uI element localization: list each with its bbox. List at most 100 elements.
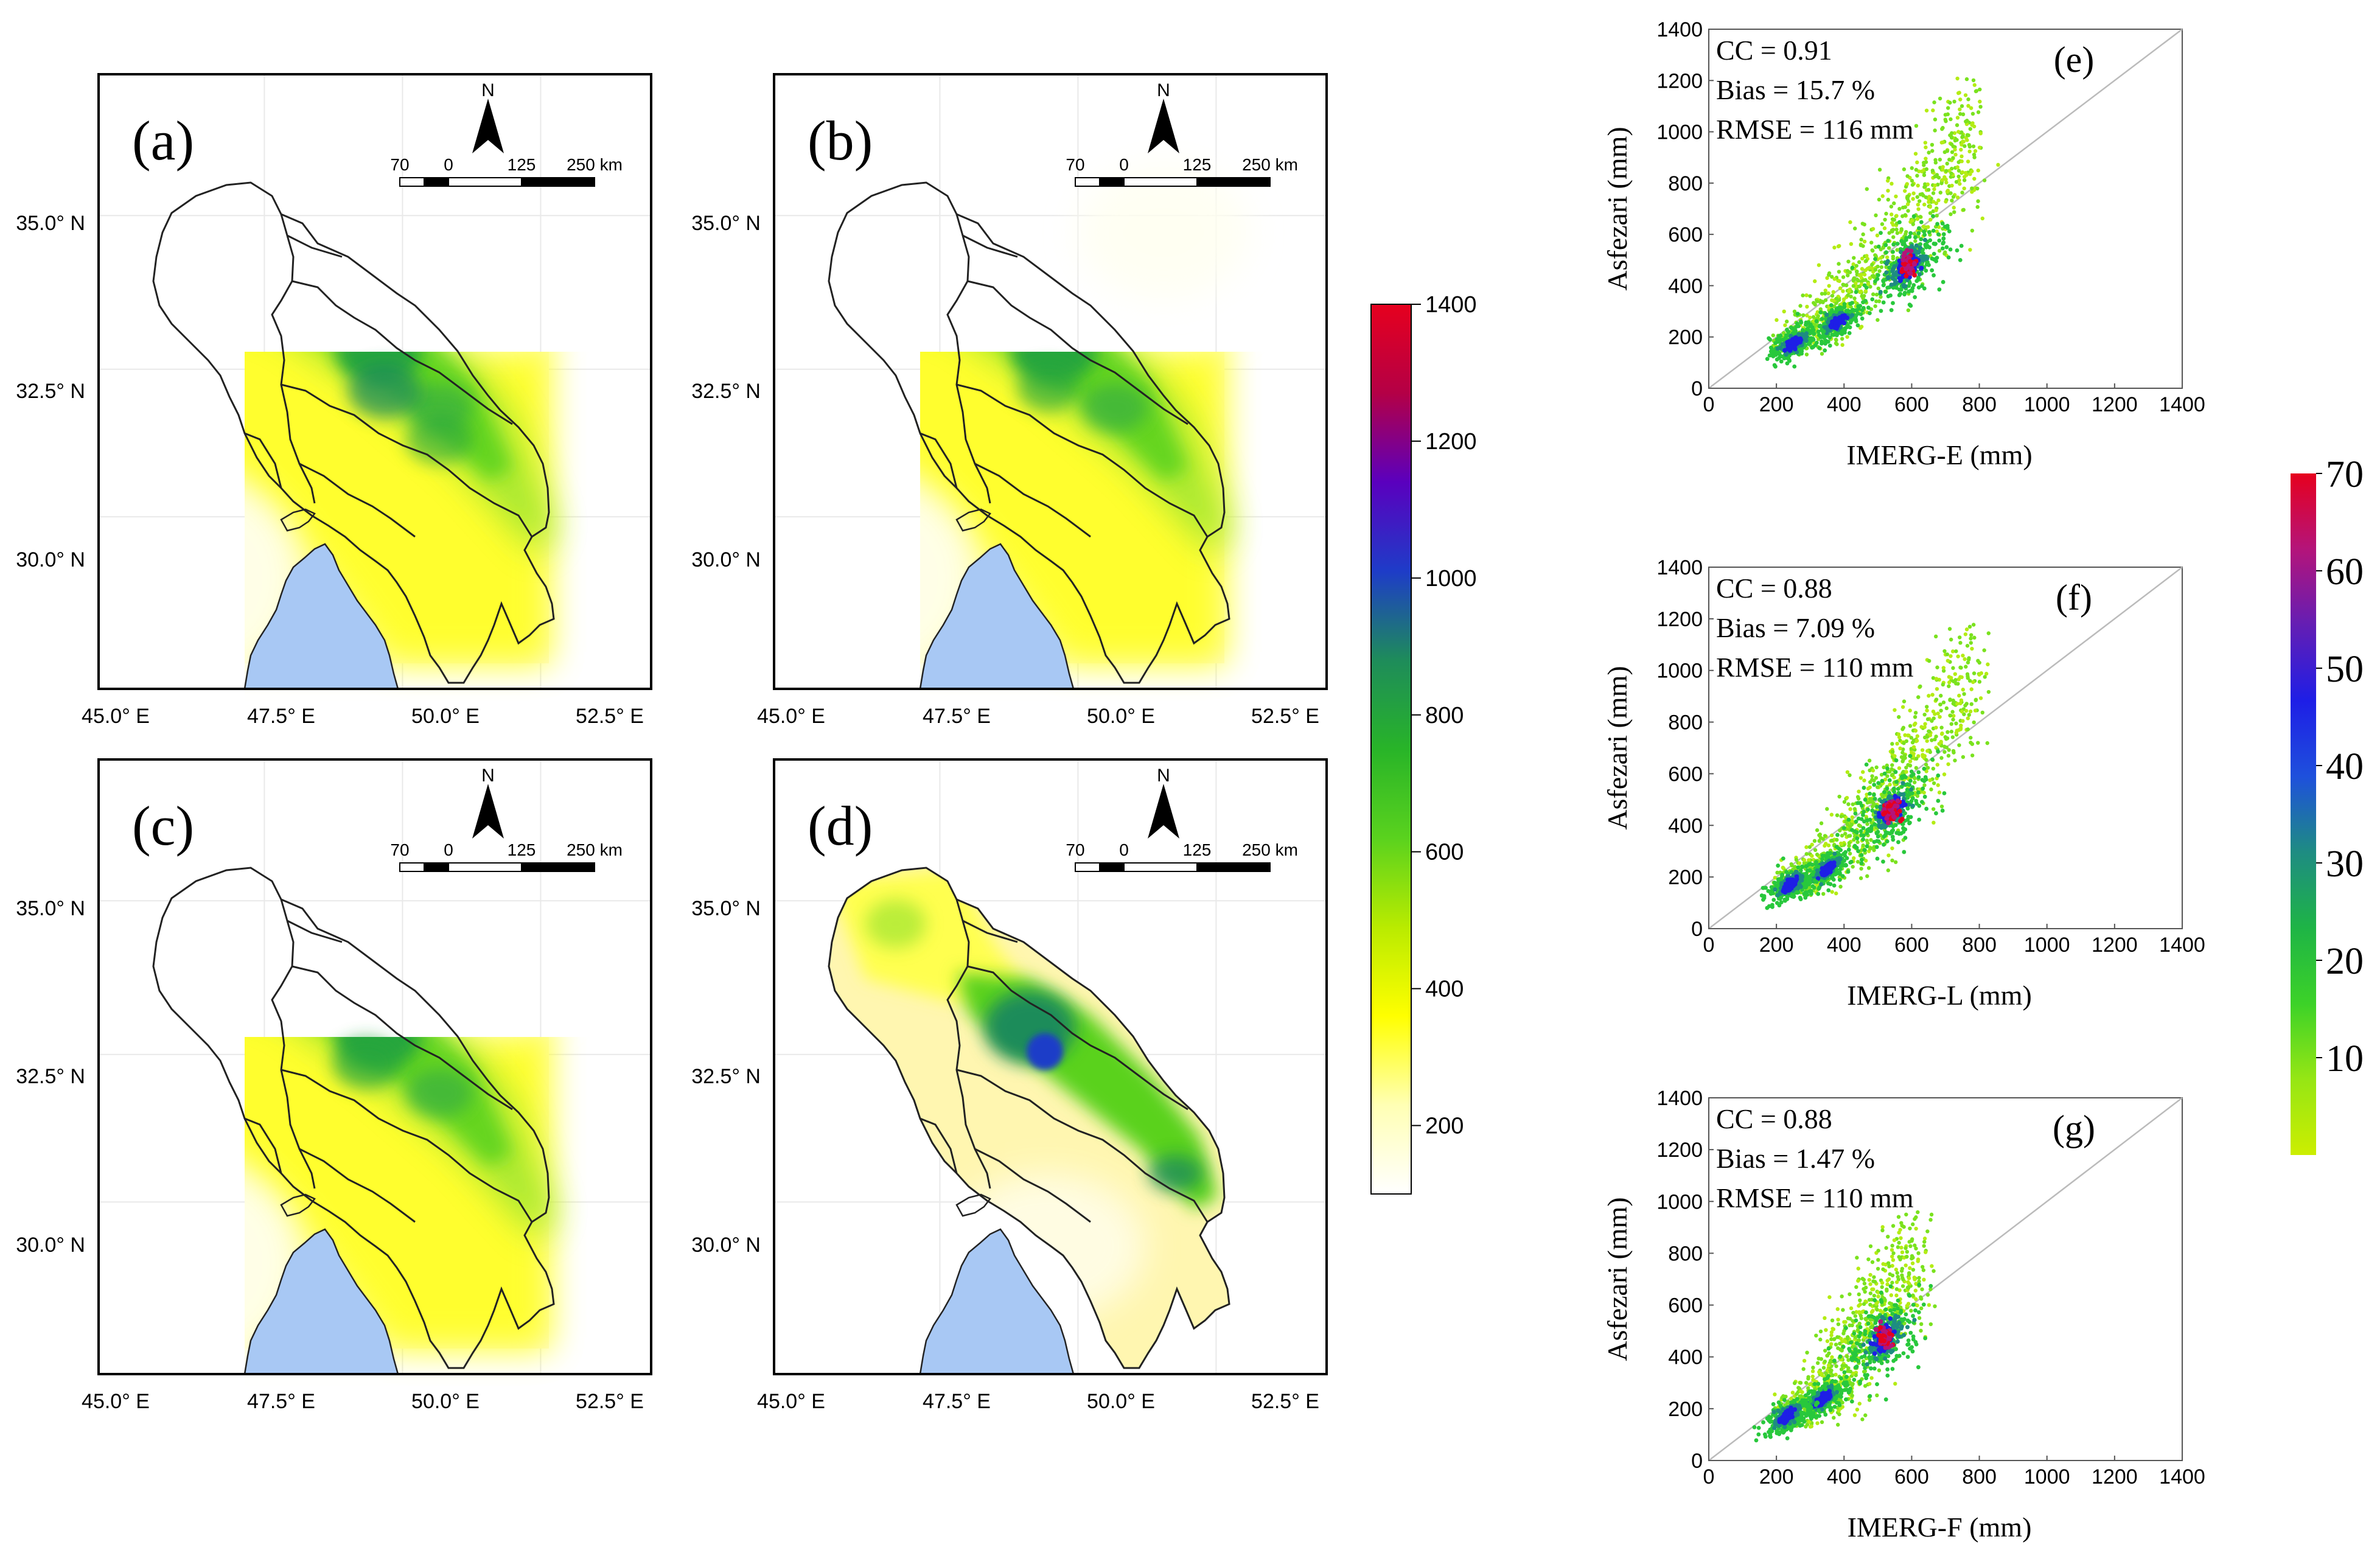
scatter-point bbox=[1837, 856, 1842, 860]
scatter-point bbox=[1972, 176, 1977, 181]
scatter-point bbox=[1879, 295, 1883, 299]
scatter-point bbox=[1830, 308, 1834, 312]
scatter-point bbox=[1882, 834, 1886, 839]
scatter-point bbox=[1914, 798, 1919, 803]
scatter-point bbox=[1826, 881, 1830, 886]
panel-label: (e) bbox=[2054, 40, 2095, 80]
scatter-point bbox=[1830, 298, 1834, 302]
scatter-point bbox=[1969, 741, 1973, 745]
scatter-point bbox=[1922, 725, 1927, 730]
scatter-point bbox=[1905, 806, 1910, 811]
scatter-point bbox=[1933, 128, 1937, 133]
colorbar-tick-label: 800 bbox=[1425, 703, 1464, 728]
sub-basin-boundary bbox=[967, 965, 1188, 1111]
scatter-point bbox=[1890, 763, 1894, 767]
scatter-point bbox=[1944, 177, 1948, 182]
scatter-point bbox=[1862, 278, 1866, 282]
scatter-point bbox=[1969, 702, 1973, 707]
scatter-point bbox=[1832, 851, 1837, 856]
scatter-point bbox=[1900, 214, 1905, 218]
scatter-point bbox=[1908, 271, 1913, 276]
scatter-point bbox=[1908, 778, 1913, 783]
scatter-point bbox=[1957, 743, 1961, 747]
scatter-point bbox=[1934, 697, 1939, 702]
scatter-point bbox=[1939, 804, 1944, 809]
scatter-point bbox=[1958, 258, 1963, 262]
scatter-point bbox=[1832, 883, 1837, 888]
scatter-point bbox=[1886, 853, 1891, 857]
scatter-point bbox=[1855, 801, 1860, 805]
scatter-point bbox=[1840, 1294, 1844, 1299]
scatter-point bbox=[1932, 200, 1936, 204]
scatter-point bbox=[1968, 172, 1972, 176]
scatter-point bbox=[1939, 708, 1943, 713]
scatter-point bbox=[1908, 266, 1914, 271]
scatter-point bbox=[1885, 259, 1890, 263]
scatter-point bbox=[1882, 226, 1887, 231]
scatter-point bbox=[1844, 795, 1849, 800]
scatter-point bbox=[1891, 301, 1895, 305]
scatter-point bbox=[1904, 266, 1909, 271]
scatter-point bbox=[1922, 790, 1926, 795]
longitude-tick-label: 45.0° E bbox=[757, 705, 825, 728]
map-frame bbox=[773, 73, 1328, 690]
scatter-point bbox=[1932, 820, 1936, 825]
scatter-point bbox=[1782, 309, 1786, 314]
scatter-point bbox=[1940, 221, 1945, 226]
scatter-point bbox=[1873, 253, 1877, 257]
scatter-point bbox=[1846, 870, 1851, 874]
scatter-point bbox=[1863, 288, 1868, 293]
scatter-point bbox=[1970, 228, 1975, 233]
scatter-point bbox=[1917, 272, 1922, 277]
scatter-point bbox=[1974, 89, 1979, 93]
scatter-point bbox=[1883, 243, 1888, 248]
scatter-point bbox=[1946, 255, 1951, 260]
colorbar-tick-label: 1200 bbox=[1425, 429, 1477, 455]
scatter-point bbox=[1948, 247, 1953, 252]
scatter-point bbox=[1936, 232, 1941, 237]
scatter-point bbox=[1775, 351, 1779, 356]
scatter-point bbox=[1959, 243, 1964, 248]
scatter-point bbox=[1783, 323, 1787, 327]
sub-basin-boundary bbox=[281, 383, 533, 537]
scatter-point bbox=[1882, 825, 1887, 830]
scatter-point bbox=[1820, 316, 1824, 321]
scatter-point bbox=[1952, 131, 1957, 135]
scatter-point bbox=[1925, 735, 1930, 739]
sub-basin-boundary bbox=[962, 920, 1018, 943]
scatter-point bbox=[1976, 110, 1981, 114]
sub-basin-boundary bbox=[299, 1148, 416, 1223]
scatter-point bbox=[1876, 273, 1880, 277]
scatter-point bbox=[1910, 166, 1914, 170]
scatter-point bbox=[1941, 236, 1946, 241]
stats-line: RMSE = 110 mm bbox=[1716, 652, 1914, 683]
scatter-point bbox=[1953, 147, 1957, 152]
scatter-point bbox=[1902, 773, 1907, 778]
scatter-point bbox=[1870, 774, 1874, 778]
scatter-point bbox=[1775, 893, 1780, 898]
scatter-point bbox=[1800, 864, 1804, 869]
scatter-point bbox=[1895, 242, 1900, 246]
scatter-point bbox=[1891, 824, 1896, 829]
scatter-point bbox=[1812, 839, 1817, 843]
scatter-point bbox=[1927, 658, 1932, 663]
scatter-point bbox=[1924, 167, 1928, 172]
scatter-point bbox=[1908, 759, 1913, 764]
scatter-point bbox=[1933, 117, 1938, 122]
scatter-point bbox=[1928, 211, 1933, 215]
scatter-point bbox=[1862, 283, 1867, 288]
sub-basin-boundary bbox=[920, 1117, 958, 1174]
scatter-point bbox=[1881, 300, 1886, 305]
scatter-point bbox=[1969, 687, 1973, 691]
scatter-point bbox=[1910, 178, 1914, 183]
scatter-point bbox=[1886, 275, 1891, 280]
scatter-point bbox=[1853, 226, 1857, 231]
scatter-point bbox=[1787, 879, 1793, 884]
scatter-point bbox=[1849, 295, 1853, 299]
scale-bar-label: 125 bbox=[1183, 155, 1212, 174]
scatter-point bbox=[1924, 145, 1928, 150]
scale-bar-label: 250 km bbox=[567, 840, 623, 859]
scatter-point bbox=[1835, 832, 1840, 837]
scatter-point bbox=[1820, 352, 1824, 356]
colorbar-tick-label: 1400 bbox=[1425, 292, 1477, 318]
